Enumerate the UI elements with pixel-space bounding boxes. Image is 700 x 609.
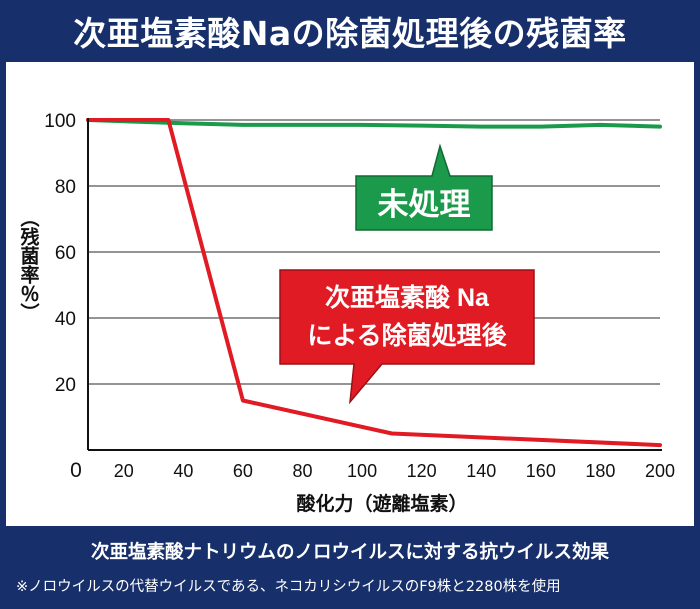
chart-title: 次亜塩素酸Naの除菌処理後の残菌率	[73, 14, 627, 53]
annotation-treated-label-line: 次亜塩素酸 Na	[325, 283, 490, 312]
x-tick-label: 200	[645, 461, 675, 481]
x-axis-label: 酸化力（遊離塩素）	[296, 492, 467, 515]
x-tick-label: 120	[407, 461, 437, 481]
series-line-0	[86, 118, 662, 129]
x-tick-label: 180	[585, 461, 615, 481]
axes: 20 40 60 80 100 0 20 40 60 80 100 120 140 160 180 200 酸化…	[18, 111, 676, 515]
footer-caption: 次亜塩素酸ナトリウムのノロウイルスに対する抗ウイルス効果	[90, 542, 609, 563]
y-tick-label: 80	[55, 177, 76, 198]
series-line-1	[86, 118, 662, 448]
footer-note: ※ノロウイルスの代替ウイルスである、ネコカリシウイルスのF9株と2280株を使用	[16, 578, 561, 595]
annotation-untreated-box	[355, 143, 493, 231]
y-tick-label: 60	[55, 243, 76, 264]
y-tick-label: 20	[55, 375, 76, 396]
line-chart: 20 40 60 80 100 0 20 40 60 80 100 120 140 160 180 200 酸化…	[18, 111, 676, 515]
annotation-untreated-label: 未処理	[378, 187, 471, 222]
x-tick-label: 20	[114, 461, 134, 481]
series-lines	[86, 118, 662, 448]
chart-panel: 20 40 60 80 100 0 20 40 60 80 100 120 140 160 180 200 酸化…	[6, 62, 694, 526]
x-tick-label: 160	[526, 461, 556, 481]
annotation-treated-label-line: による除菌処理後	[307, 321, 507, 350]
x-tick-label: 80	[292, 461, 312, 481]
x-tick-label: 60	[233, 461, 253, 481]
x-tick-label: 0	[70, 459, 82, 482]
y-axis-label: （残菌率％）	[18, 208, 40, 322]
y-tick-label: 100	[44, 111, 76, 132]
x-tick-label: 100	[347, 461, 377, 481]
gridlines	[88, 119, 660, 385]
annotation-treated-box	[279, 269, 535, 405]
y-tick-label: 40	[55, 309, 76, 330]
x-tick-label: 140	[466, 461, 496, 481]
x-tick-label: 40	[173, 461, 193, 481]
